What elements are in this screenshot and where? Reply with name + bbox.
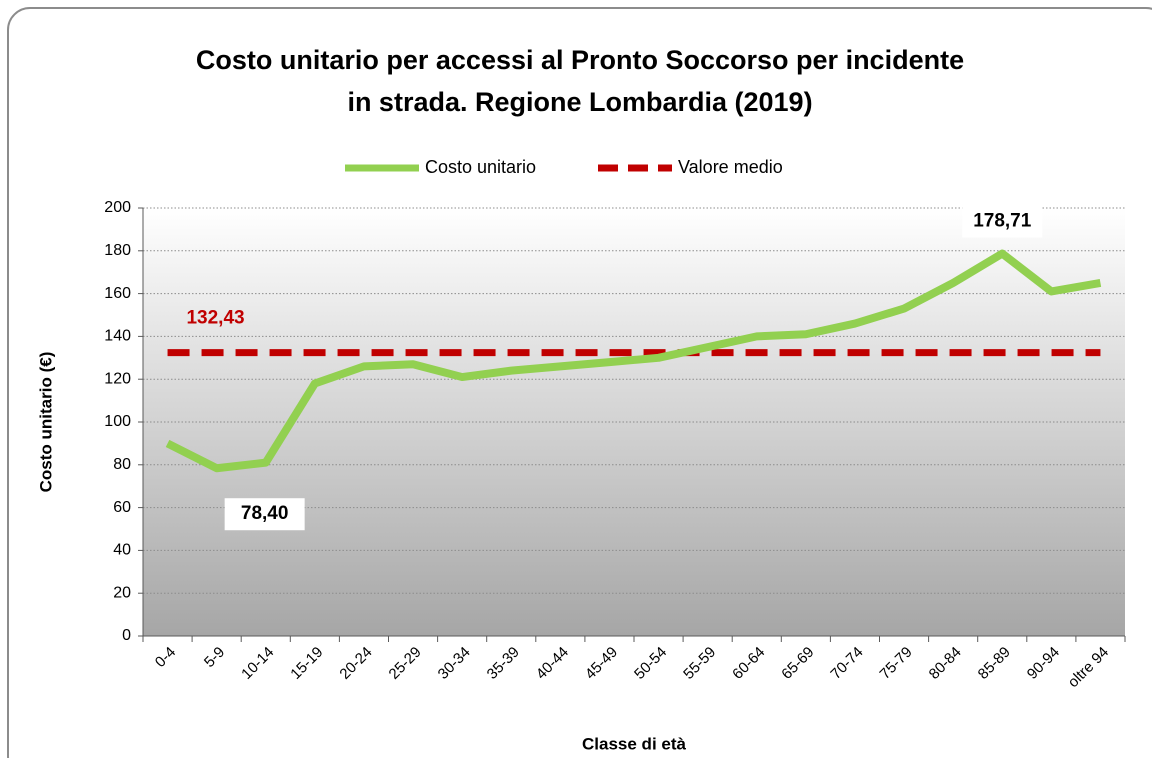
y-tick-label: 60: [113, 499, 131, 516]
legend-label: Costo unitario: [425, 157, 536, 177]
y-tick-label: 120: [104, 370, 131, 387]
y-tick-label: 180: [104, 242, 131, 259]
legend-label: Valore medio: [678, 157, 783, 177]
series-line: [165, 249, 1102, 473]
y-tick-label: 200: [104, 199, 131, 216]
data-label: 78,40: [241, 503, 289, 524]
y-tick-label: 80: [113, 456, 131, 473]
y-tick-label: 40: [113, 542, 131, 559]
y-tick-label: 140: [104, 328, 131, 345]
y-axis-title: Costo unitario (€): [36, 352, 55, 493]
chart-title: Costo unitario per accessi al Pronto Soc…: [196, 45, 964, 75]
chart-title: in strada. Regione Lombardia (2019): [347, 87, 812, 117]
data-label: 132,43: [186, 308, 244, 329]
x-axis-title: Classe di età: [582, 734, 686, 753]
y-tick-label: 0: [122, 627, 131, 644]
data-label: 178,71: [973, 211, 1032, 232]
y-tick-label: 100: [104, 413, 131, 430]
data-label-box: [962, 205, 1043, 238]
data-label-box: [224, 498, 305, 531]
y-tick-label: 20: [113, 584, 131, 601]
y-tick-label: 160: [104, 285, 131, 302]
